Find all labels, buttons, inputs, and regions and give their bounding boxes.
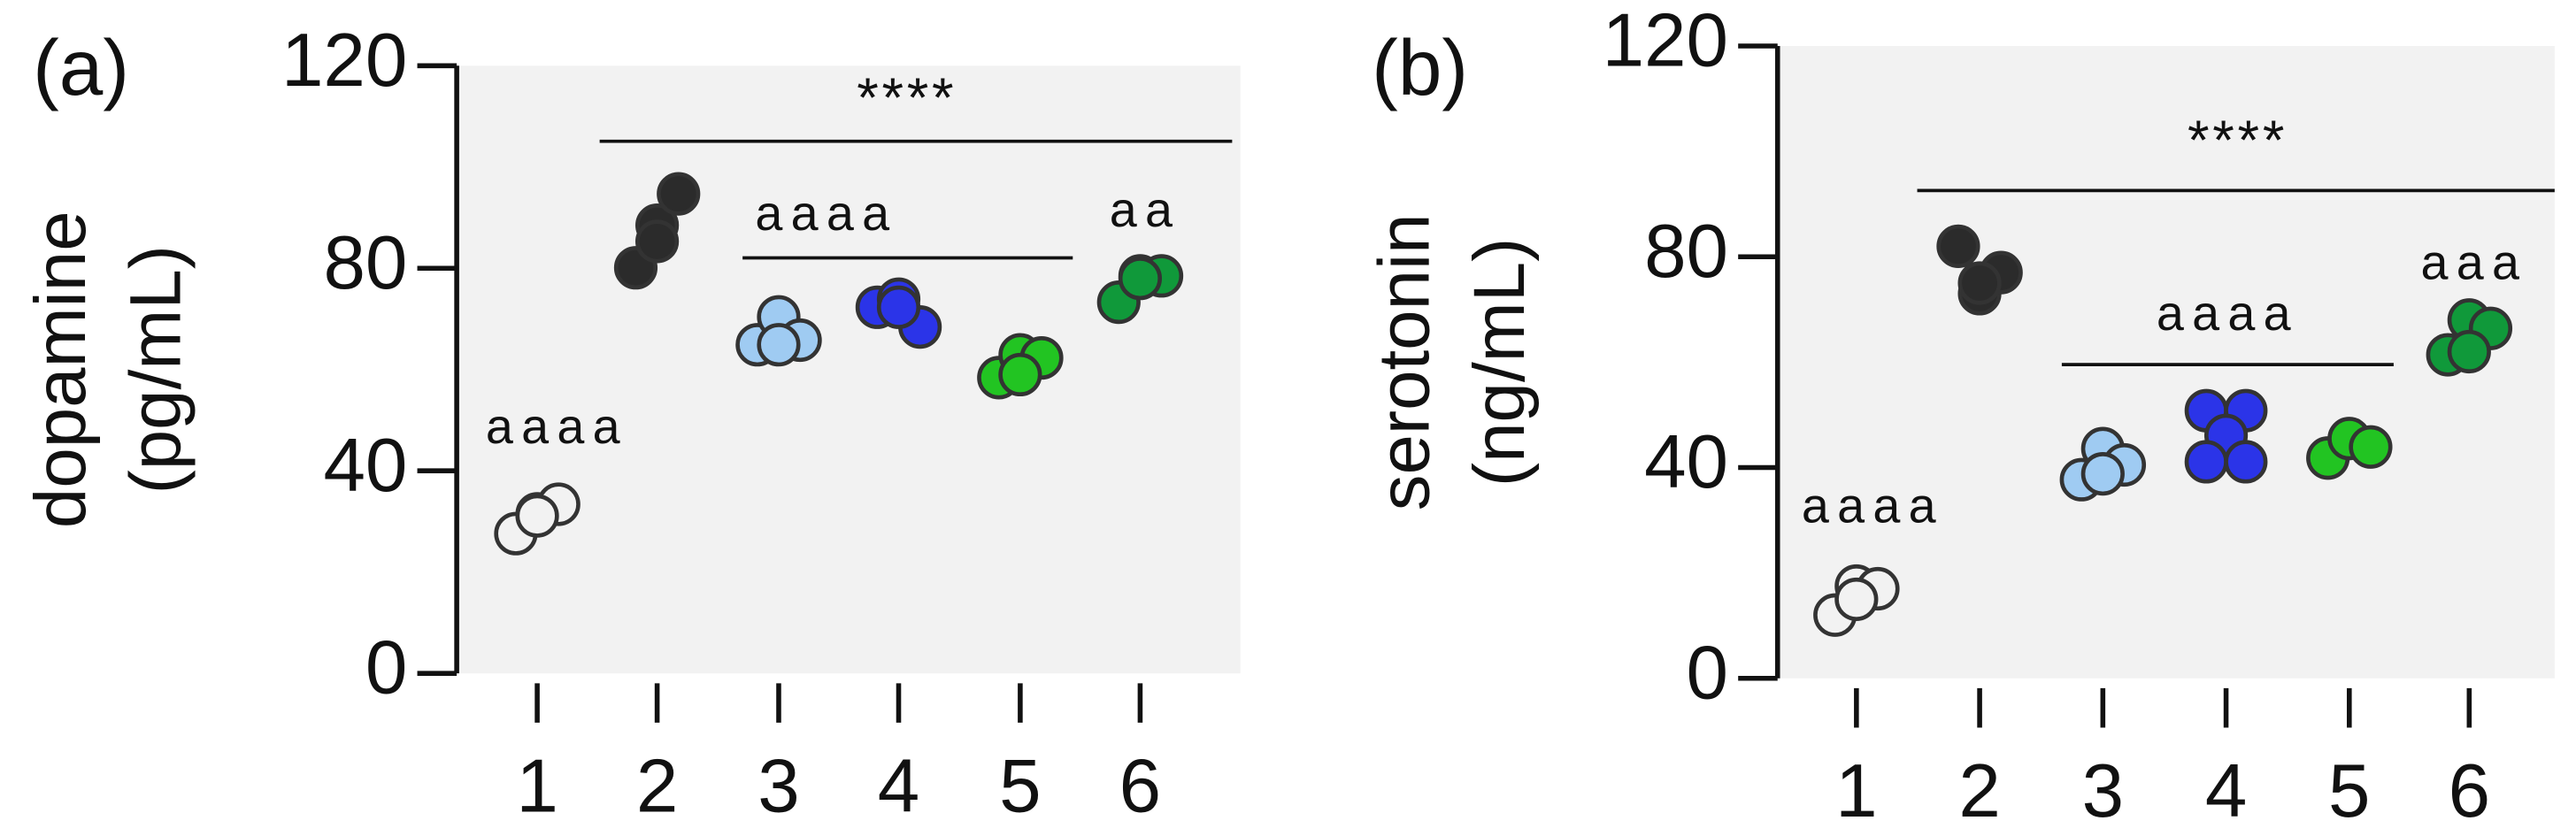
data-point xyxy=(2447,329,2491,374)
y-tick-label: 80 xyxy=(1644,210,1728,294)
data-point xyxy=(1957,261,2002,305)
x-tick-label: 6 xyxy=(2449,749,2490,833)
data-point xyxy=(1118,257,1163,301)
x-tick-label: 4 xyxy=(878,744,919,828)
data-point xyxy=(1936,224,1980,268)
annotation: aaaa xyxy=(1802,478,1944,533)
annotation: aa xyxy=(1110,182,1181,237)
y-axis-label: (ng/mL) xyxy=(1459,238,1540,487)
x-tick-label: 1 xyxy=(1835,749,1877,833)
data-point xyxy=(515,494,559,538)
y-tick-label: 40 xyxy=(323,424,407,508)
y-tick-label: 120 xyxy=(1603,0,1728,83)
x-tick-label: 1 xyxy=(516,744,557,828)
annotation: aaaa xyxy=(486,399,628,454)
plot-background xyxy=(1777,46,2555,679)
x-tick-label: 2 xyxy=(1958,749,2000,833)
plot-background xyxy=(457,65,1241,674)
panel-label: (b) xyxy=(1372,23,1468,111)
y-tick-label: 40 xyxy=(1644,420,1728,504)
annotation: aaaa xyxy=(755,186,897,241)
annotation: aaa xyxy=(2421,234,2528,289)
data-point xyxy=(635,219,680,264)
data-point xyxy=(2349,425,2393,469)
x-tick-label: 2 xyxy=(636,744,678,828)
y-tick-label: 80 xyxy=(323,221,407,305)
y-tick-label: 0 xyxy=(365,626,407,710)
annotation: **** xyxy=(2188,110,2288,172)
data-point xyxy=(1834,577,1879,622)
panel-label: (a) xyxy=(33,23,129,111)
data-point xyxy=(2224,440,2268,484)
data-point xyxy=(757,323,801,367)
y-axis-label: (pg/mL) xyxy=(116,245,196,494)
x-tick-label: 5 xyxy=(999,744,1041,828)
y-tick-label: 0 xyxy=(1687,631,1728,715)
x-tick-label: 4 xyxy=(2205,749,2247,833)
x-tick-label: 5 xyxy=(2328,749,2370,833)
data-point xyxy=(657,172,701,216)
data-point xyxy=(998,352,1042,397)
annotation: aaaa xyxy=(2157,286,2299,341)
annotation: **** xyxy=(857,67,957,129)
data-point xyxy=(876,285,921,329)
x-tick-label: 3 xyxy=(757,744,799,828)
data-point xyxy=(2184,440,2228,484)
x-tick-label: 6 xyxy=(1119,744,1161,828)
data-point xyxy=(2080,452,2125,496)
y-axis-label: dopamine xyxy=(20,211,101,528)
x-tick-label: 3 xyxy=(2082,749,2124,833)
y-axis-label: serotonin xyxy=(1364,213,1444,510)
y-tick-label: 120 xyxy=(281,19,407,103)
